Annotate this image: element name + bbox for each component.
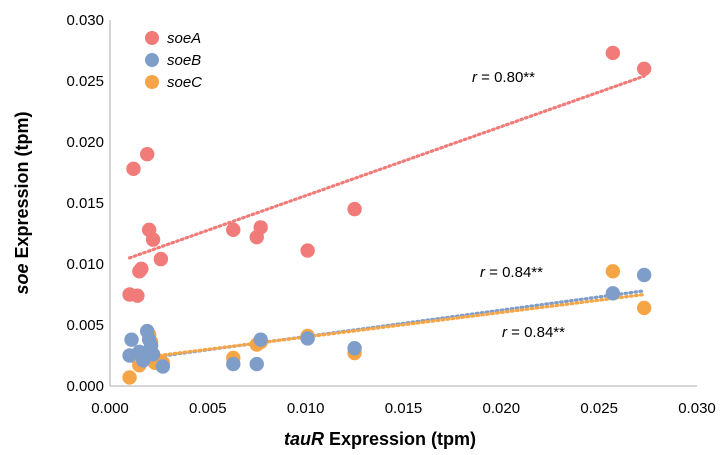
legend-marker-soec (145, 75, 159, 89)
point-soeb (145, 347, 161, 362)
point-soeb (300, 331, 315, 346)
point-soea (253, 220, 268, 235)
x-tick-label: 0.005 (189, 400, 227, 417)
point-soea (134, 261, 149, 277)
data-points (122, 45, 652, 385)
x-tick-label: 0.020 (483, 400, 521, 417)
point-soea (636, 61, 652, 76)
legend: soeA soeB soeC (145, 30, 202, 91)
legend-item-soec: soeC (145, 74, 202, 91)
x-tick-labels: 0.000 0.005 0.010 0.015 0.020 0.025 0.030 (91, 400, 716, 417)
annotation-soeb-r-symbol: r (480, 264, 486, 281)
legend-label-soec: soeC (167, 74, 202, 91)
x-tick-label: 0.030 (678, 400, 716, 417)
x-tick-label: 0.010 (287, 400, 325, 417)
x-tick-label: 0.000 (91, 400, 129, 417)
point-soeb (226, 356, 241, 372)
point-soeb (249, 356, 264, 372)
legend-marker-soea (145, 31, 159, 45)
point-soea (605, 45, 621, 61)
point-soea (139, 147, 155, 162)
legend-item-soeb: soeB (145, 52, 201, 69)
point-soeb (124, 332, 139, 347)
y-tick-label: 0.010 (66, 256, 104, 273)
y-tick-label: 0.020 (66, 134, 104, 151)
y-axis-title-italic: soe (12, 264, 32, 295)
point-soea (226, 222, 241, 238)
annotation-soec-r: r = 0.84** (502, 324, 565, 341)
point-soea (145, 232, 161, 247)
y-tick-labels: 0.000 0.005 0.010 0.015 0.020 0.025 0.030 (66, 12, 104, 395)
y-tick-label: 0.000 (66, 378, 104, 395)
point-soea (300, 243, 315, 258)
point-soeb (605, 286, 621, 301)
annotation-soeb-r: r = 0.84** (480, 264, 543, 281)
legend-label-soea: soeA (167, 30, 201, 47)
legend-marker-soeb (145, 53, 159, 67)
point-soea (130, 288, 145, 303)
point-soeb (636, 267, 652, 283)
point-soec (605, 264, 621, 279)
y-axis-title: soe Expression (tpm) (12, 111, 32, 294)
trendlines (127, 74, 646, 362)
annotation-soea-r-value: = 0.80** (477, 69, 535, 86)
x-axis-title-rest: Expression (tpm) (324, 429, 476, 449)
x-tick-label: 0.015 (385, 400, 423, 417)
point-soeb (347, 340, 362, 356)
trendline-soec (127, 292, 646, 361)
point-soea (153, 251, 169, 267)
y-axis-title-rest: Expression (tpm) (12, 111, 32, 263)
annotation-soec-r-symbol: r (502, 324, 508, 341)
x-tick-label: 0.025 (580, 400, 618, 417)
trendline-soea (127, 74, 646, 260)
annotation-soeb-r-value: = 0.84** (485, 264, 543, 281)
point-soeb (155, 359, 171, 374)
annotation-soea-r: r = 0.80** (472, 69, 535, 86)
y-tick-label: 0.025 (66, 73, 104, 90)
annotation-soea-r-symbol: r (472, 69, 478, 86)
y-tick-label: 0.030 (66, 12, 104, 29)
point-soea (347, 201, 362, 217)
point-soec (636, 300, 652, 316)
point-soec (122, 370, 137, 385)
legend-label-soeb: soeB (167, 52, 201, 69)
x-axis-title-italic: tauR (284, 429, 324, 449)
x-axis-title: tauR Expression (tpm) (284, 429, 476, 449)
point-soea (126, 161, 141, 177)
legend-item-soea: soeA (145, 30, 201, 47)
y-tick-label: 0.015 (66, 195, 104, 212)
y-tick-label: 0.005 (66, 317, 104, 334)
point-soeb (253, 332, 268, 347)
plot-area (109, 20, 697, 387)
annotation-soec-r-value: = 0.84** (507, 324, 565, 341)
